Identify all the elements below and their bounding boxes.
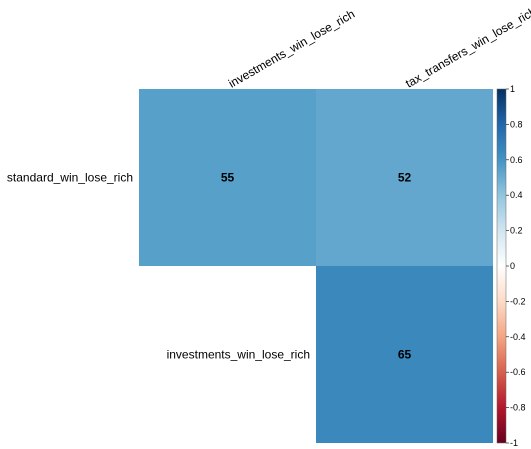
heatmap-cell-0-1 bbox=[316, 89, 493, 266]
cell-value-label: 52 bbox=[398, 171, 412, 185]
heatmap-cell-0-0 bbox=[139, 89, 316, 266]
row-label-1: investments_win_lose_rich bbox=[167, 348, 310, 362]
colorbar-tick-label: -0.4 bbox=[510, 332, 526, 342]
colorbar-tick-label: 0.4 bbox=[510, 190, 523, 200]
colorbar-tick-label: 1 bbox=[510, 84, 515, 94]
colorbar-tick-label: -0.6 bbox=[510, 367, 526, 377]
colorbar-tick-label: 0.2 bbox=[510, 226, 523, 236]
column-label-1: tax_transfers_win_lose_rich bbox=[403, 4, 531, 90]
colorbar-tick-label: -1 bbox=[510, 438, 518, 448]
colorbar-tick-label: 0 bbox=[510, 261, 515, 271]
heatmap-cell-1-1 bbox=[316, 266, 493, 443]
cell-value-label: 55 bbox=[221, 171, 235, 185]
colorbar bbox=[496, 88, 507, 444]
column-labels: investments_win_lose_rich tax_transfers_w… bbox=[226, 4, 531, 90]
cell-value-label: 65 bbox=[398, 348, 412, 362]
column-label-0: investments_win_lose_rich bbox=[226, 7, 357, 91]
colorbar-tick-label: -0.8 bbox=[510, 403, 526, 413]
heatmap-cells bbox=[139, 89, 493, 443]
colorbar-ticks: 1 0.8 0.6 0.4 0.2 0 -0.2 -0.4 -0.6 -0.8 -1 bbox=[506, 84, 526, 448]
row-label-0: standard_win_lose_rich bbox=[7, 171, 133, 185]
colorbar-tick-label: 0.6 bbox=[510, 155, 523, 165]
colorbar-tick-label: 0.8 bbox=[510, 119, 523, 129]
colorbar-tick-label: -0.2 bbox=[510, 296, 526, 306]
row-labels: standard_win_lose_rich investments_win_lo… bbox=[7, 171, 310, 362]
colorbar-gradient bbox=[496, 88, 507, 444]
cell-values: 55 52 65 bbox=[221, 171, 412, 362]
